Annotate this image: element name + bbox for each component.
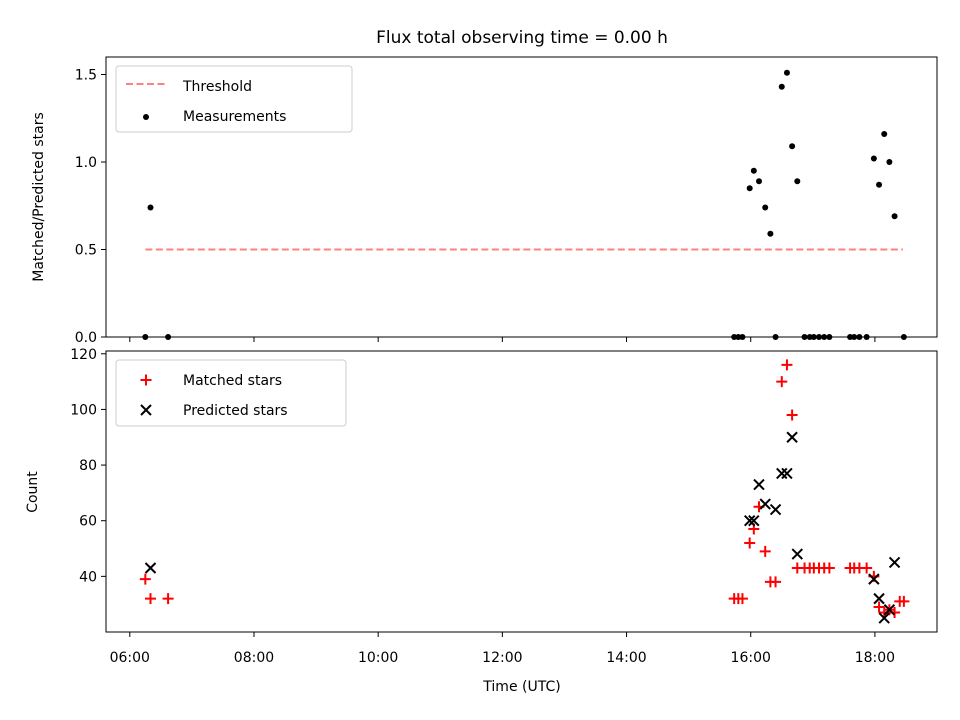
measurement-point (772, 334, 779, 340)
chart-title: Flux total observing time = 0.00 h (376, 28, 668, 48)
ratio-panel-frame (105, 56, 938, 338)
predicted-star-point (791, 548, 804, 560)
matched-star-point (873, 601, 885, 613)
measurement-point (756, 178, 763, 185)
measurement-point (847, 334, 854, 340)
measurement-point (851, 334, 858, 340)
measurement-point (886, 159, 893, 165)
matched-star-point (736, 593, 748, 605)
measurement-point (801, 334, 808, 340)
ratio-panel-y-tick-label: 1.0 (75, 155, 97, 171)
legend-label: Matched stars (183, 373, 282, 389)
legend-predicted-swatch (140, 404, 152, 416)
matched-star-point (776, 376, 788, 388)
predicted-star-point (873, 592, 885, 605)
measurement-point (750, 167, 757, 174)
measurement-point (147, 204, 154, 211)
count-panel-y-tick-label: 40 (79, 569, 97, 585)
predicted-star-point (743, 515, 756, 527)
measurement-point (739, 334, 746, 340)
matched-star-point (898, 595, 910, 607)
count-panel-frame (105, 350, 938, 633)
x-tick-label: 16:00 (731, 650, 771, 666)
chart-marks: 0.0 0.5 1.0 1.5 Threshold Measurements 06:00 08… (70, 56, 938, 666)
count-panel-legend (115, 359, 347, 427)
measurement-point (821, 334, 828, 340)
ratio-panel-legend (115, 65, 353, 133)
measurement-point (806, 334, 813, 340)
predicted-star-point (776, 467, 788, 480)
x-tick-label: 14:00 (606, 650, 646, 666)
measurement-point (794, 178, 801, 185)
matched-star-point (781, 359, 793, 371)
x-tick-label: 12:00 (482, 650, 522, 666)
ratio-panel-y-tick-label: 1.5 (75, 68, 97, 84)
measurement-point (870, 155, 877, 162)
measurement-point (856, 334, 863, 340)
predicted-star-point (781, 467, 793, 480)
measurement-point (900, 334, 907, 340)
predicted-star-point (753, 478, 765, 491)
predicted-star-point (786, 431, 798, 443)
predicted-star-point (878, 612, 890, 624)
predicted-star-point (144, 562, 157, 574)
matched-star-point (139, 573, 151, 585)
matched-star-point (162, 593, 174, 605)
count-panel-ylabel: Count (25, 471, 41, 513)
predicted-star-point (769, 503, 782, 516)
measurement-point (762, 204, 769, 211)
matched-star-point (861, 562, 873, 574)
matched-star-point (823, 562, 835, 574)
measurement-point (165, 334, 172, 340)
measurement-point (789, 143, 796, 150)
measurement-point (783, 69, 790, 76)
measurement-point (881, 131, 888, 137)
x-tick-label: 18:00 (855, 650, 895, 666)
predicted-star-point (888, 556, 901, 569)
legend-measurement-swatch (143, 114, 149, 120)
x-tick-label: 08:00 (234, 650, 274, 666)
measurement-point (816, 334, 823, 340)
legend-label: Predicted stars (183, 403, 288, 419)
measurement-point (810, 334, 817, 340)
legend-label: Measurements (183, 109, 286, 125)
predicted-star-point (748, 515, 760, 527)
measurement-point (891, 213, 898, 220)
predicted-star-point (759, 498, 771, 510)
measurement-point (746, 185, 753, 192)
measurement-point (142, 334, 149, 340)
ratio-panel-y-tick-label: 0.0 (75, 330, 97, 346)
count-panel-y-tick-label: 100 (70, 402, 97, 418)
x-tick-label: 10:00 (358, 650, 398, 666)
count-panel-y-tick-label: 60 (79, 514, 97, 530)
predicted-star-point (868, 573, 880, 585)
matched-star-point (744, 537, 756, 549)
measurement-point (731, 334, 738, 340)
matched-star-point (144, 593, 156, 605)
measurement-point (767, 230, 774, 237)
measurement-point (876, 181, 883, 188)
measurement-point (826, 334, 833, 340)
measurement-point (863, 334, 870, 340)
ratio-panel-ylabel: Matched/Predicted stars (31, 112, 47, 282)
matched-star-point (786, 409, 798, 421)
legend-label: Threshold (182, 79, 252, 95)
count-panel-y-tick-label: 80 (79, 458, 97, 474)
matched-star-point (770, 576, 782, 588)
x-axis-label: Time (UTC) (482, 679, 560, 695)
legend-matched-swatch (140, 374, 152, 386)
measurement-point (778, 83, 785, 90)
matched-star-point (759, 545, 771, 557)
x-tick-label: 06:00 (110, 650, 150, 666)
predicted-star-point (883, 604, 896, 616)
count-panel-y-tick-label: 120 (70, 347, 97, 363)
measurement-point (735, 334, 742, 340)
ratio-panel-y-tick-label: 0.5 (75, 243, 97, 259)
